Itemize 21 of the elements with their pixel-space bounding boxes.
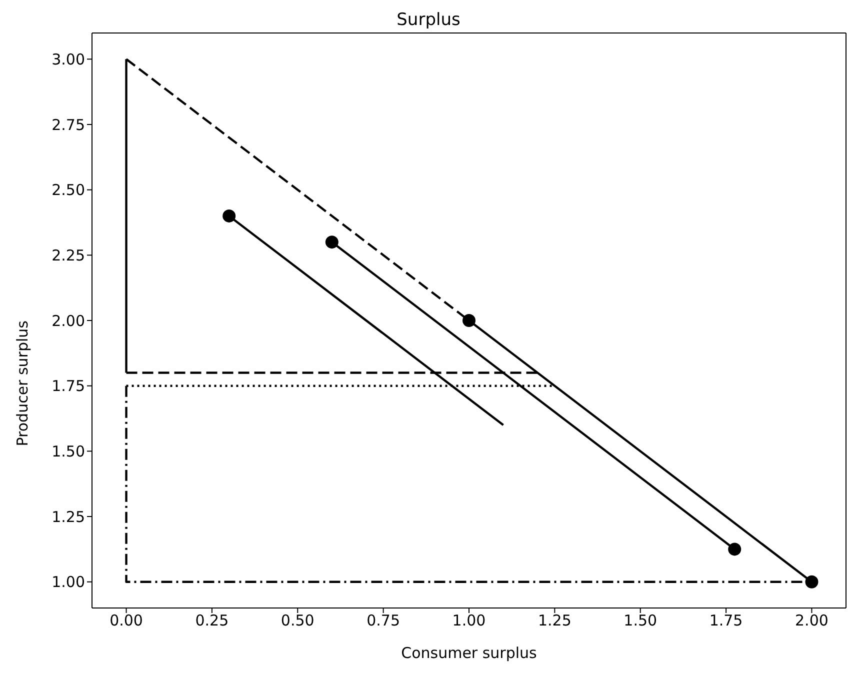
y-tick-label: 2.25 [52,246,85,264]
y-tick-label: 2.00 [52,312,85,330]
x-tick-label: 0.25 [195,612,229,630]
y-tick-label: 2.50 [52,181,85,200]
x-tick-label: 1.75 [709,612,743,630]
y-tick-label: 3.00 [52,50,85,68]
y-tick-label: 1.75 [52,377,85,396]
x-tick-label: 1.00 [452,612,486,630]
y-tick-label: 1.00 [52,573,85,592]
y-tick-label: 1.25 [52,508,85,526]
chart-title: Surplus [396,9,462,32]
y-tick-label: 1.50 [52,442,85,461]
x-tick-label: 0.00 [110,612,143,630]
x-axis-title: Consumer surplus [401,644,538,662]
x-tick-label: 1.25 [538,612,572,630]
x-tick-label: 0.75 [366,612,400,630]
x-tick-label: 1.50 [624,612,658,630]
x-tick-label: 2.00 [795,612,828,630]
y-axis-title: Producer surplus [13,320,32,446]
x-tick-label: 0.50 [280,612,314,630]
y-tick-label: 2.75 [52,116,85,134]
